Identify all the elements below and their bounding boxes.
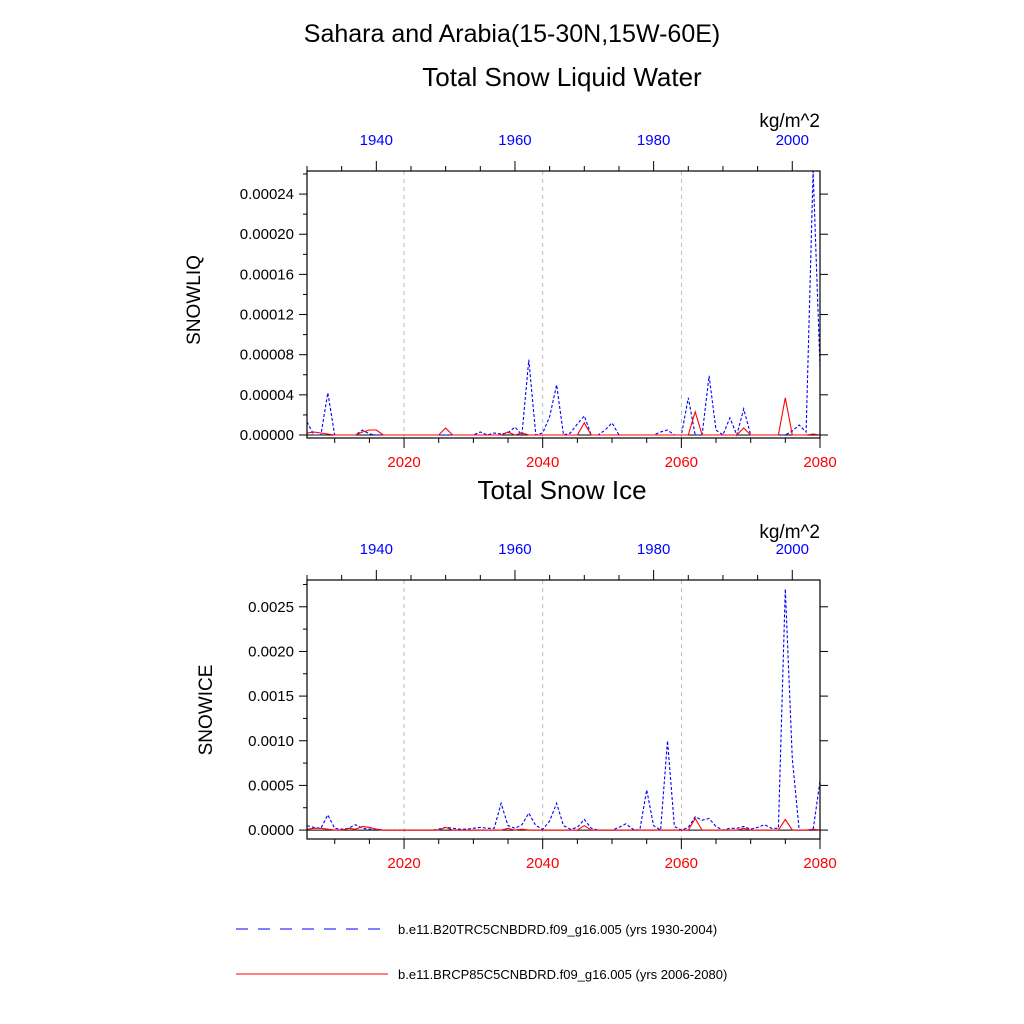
chart-title: Total Snow Ice [477,475,646,505]
y-tick-label: 0.00000 [240,427,294,444]
plot-frame [306,170,821,439]
x-tick-label-bottom: 2040 [526,454,559,471]
x-tick-label-bottom: 2040 [526,855,559,872]
x-tick-label-top: 1960 [498,132,531,149]
y-tick-label: 0.00016 [240,266,294,283]
y-tick-label: 0.00004 [240,387,294,404]
x-tick-label-bottom: 2080 [803,454,836,471]
x-tick-label-top: 1960 [498,541,531,558]
x-tick-label-bottom: 2060 [665,855,698,872]
y-tick-label: 0.00020 [240,226,294,243]
y-tick-label: 0.00008 [240,347,294,364]
series-line-historical [306,588,821,832]
x-tick-label-bottom: 2080 [803,855,836,872]
series-line-historical [306,170,821,437]
series-line-rcp85 [306,817,821,831]
plot-frame [306,579,821,840]
x-tick-label-bottom: 2060 [665,454,698,471]
y-tick-label: 0.00024 [240,186,294,203]
x-tick-label-top: 2000 [776,541,809,558]
y-axis-label: SNOWICE [196,665,217,756]
figure-title: Sahara and Arabia(15-30N,15W-60E) [304,20,720,48]
y-tick-label: 0.0025 [248,599,294,616]
units-label: kg/m^2 [759,111,820,132]
y-tick-label: 0.0015 [248,688,294,705]
y-tick-label: 0.0020 [248,643,294,660]
x-tick-label-top: 1940 [360,132,393,149]
y-tick-label: 0.00012 [240,307,294,324]
snowliq-chart: Total Snow Liquid Water kg/m^2 SNOWLIQ 0… [184,62,837,471]
y-tick-label: 0.0000 [248,822,294,839]
x-tick-label-bottom: 2020 [387,855,420,872]
x-tick-label-top: 1940 [360,541,393,558]
y-tick-label: 0.0010 [248,733,294,750]
y-tick-label: 0.0005 [248,777,294,794]
x-tick-label-top: 1980 [637,132,670,149]
x-tick-label-top: 1980 [637,541,670,558]
snowice-chart: Total Snow Ice kg/m^2 SNOWICE 0.0000 0.00… [196,475,837,872]
series-line-rcp85 [306,397,821,436]
units-label: kg/m^2 [759,522,820,543]
y-axis-label: SNOWLIQ [184,255,205,345]
legend-label-historical: b.e11.B20TRC5CNBDRD.f09_g16.005 (yrs 193… [398,922,717,937]
x-tick-label-top: 2000 [776,132,809,149]
legend: b.e11.B20TRC5CNBDRD.f09_g16.005 (yrs 193… [236,922,727,982]
legend-label-rcp85: b.e11.BRCP85C5CNBDRD.f09_g16.005 (yrs 20… [398,967,727,982]
chart-title: Total Snow Liquid Water [422,62,702,92]
x-tick-label-bottom: 2020 [387,454,420,471]
